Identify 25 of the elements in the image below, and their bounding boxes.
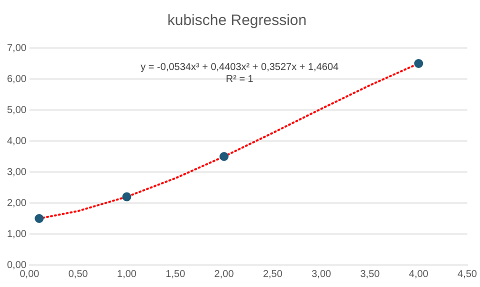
- x-tick-label: 2,00: [214, 268, 234, 280]
- chart-title: kubische Regression: [167, 12, 307, 30]
- point: [414, 59, 424, 68]
- x-tick-label: 4,50: [458, 268, 478, 280]
- annotation: y = -0,0534x³ + 0,4403x² + 0,3527x + 1,4604: [140, 62, 340, 73]
- annotation: R² = 1: [226, 74, 254, 85]
- x-tick-label: 0,50: [68, 268, 88, 280]
- x-tick-label: 1,00: [117, 268, 137, 280]
- y-tick-label: 7,00: [6, 42, 27, 54]
- y-tick-label: 4,00: [6, 136, 27, 147]
- y-tick-label: 3,00: [6, 166, 27, 178]
- point: [220, 152, 229, 161]
- point: [122, 192, 132, 202]
- x-tick-label: 3,00: [312, 268, 332, 280]
- x-tick-label: 3,50: [360, 268, 380, 280]
- x-tick-label: 1,50: [166, 268, 186, 280]
- y-tick-label: 1,00: [6, 228, 27, 240]
- y-tick-label: 5,00: [6, 104, 27, 116]
- x-tick-label: 4,00: [408, 268, 429, 280]
- y-tick-label: 2,00: [6, 198, 27, 209]
- point: [34, 214, 44, 223]
- y-tick-label: 0,00: [6, 260, 27, 271]
- y-tick-label: 6,00: [6, 74, 27, 85]
- x-tick-label: 2,50: [262, 268, 283, 280]
- x-tick-label: 0,00: [20, 268, 40, 280]
